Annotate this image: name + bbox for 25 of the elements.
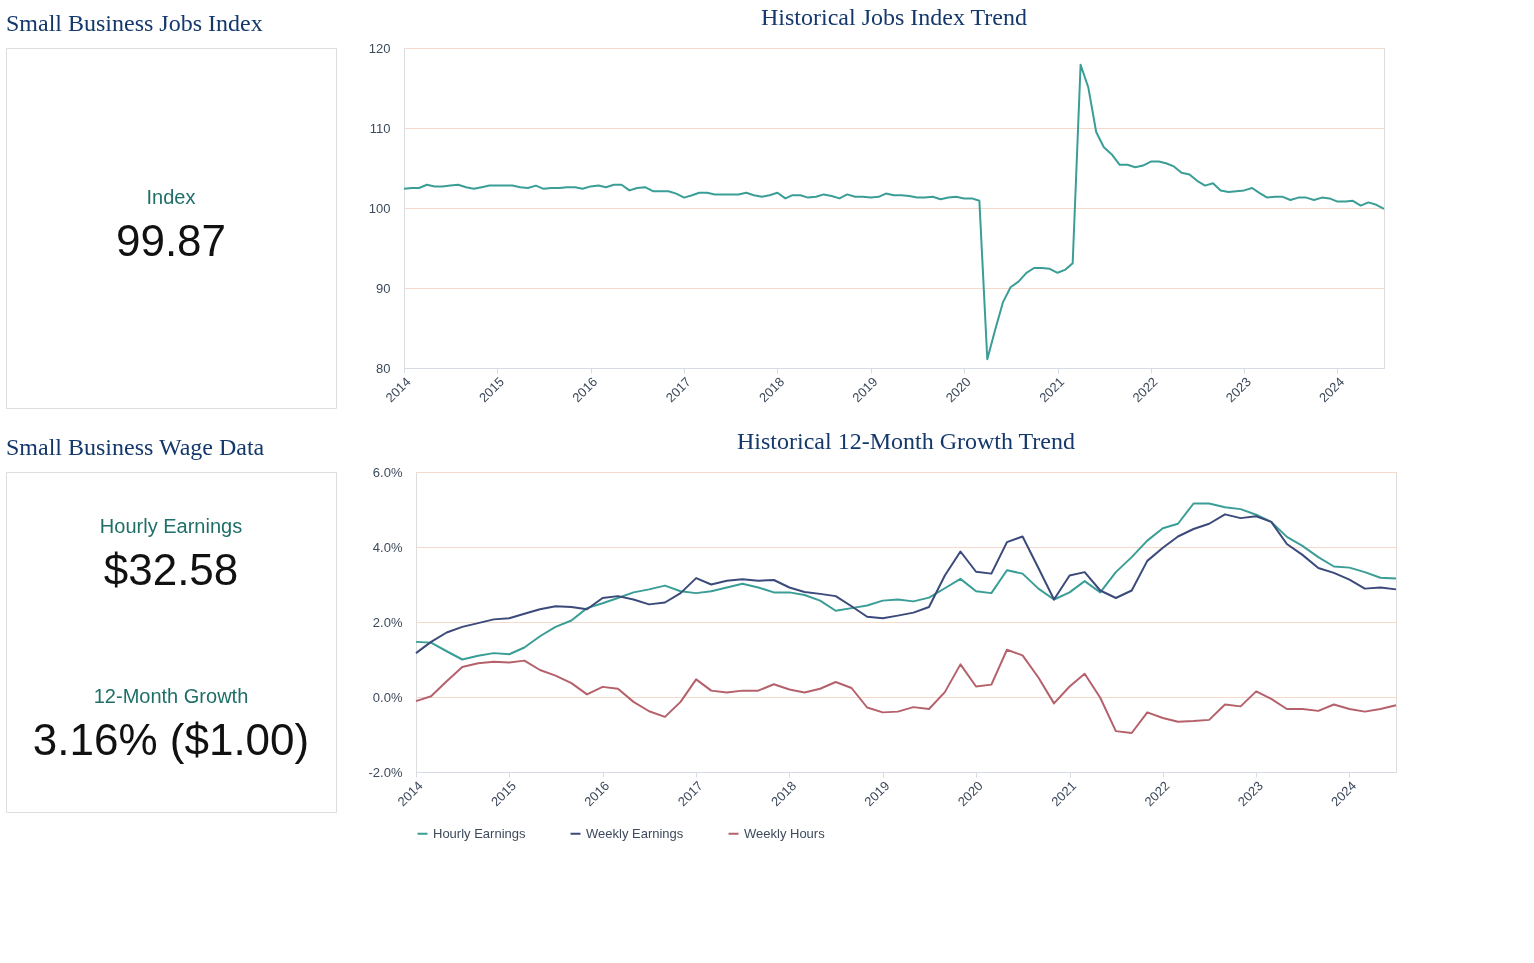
legend-label: Hourly Earnings <box>433 825 526 841</box>
y-tick-label: 100 <box>368 200 391 216</box>
chart-title: Historical 12-Month Growth Trend <box>737 428 1075 454</box>
text: Small Business Jobs Index <box>6 10 263 36</box>
y-tick-label: 90 <box>376 280 391 296</box>
y-tick-label: 120 <box>368 40 391 56</box>
legend-label: Weekly Hours <box>744 825 826 841</box>
chart-title: Historical Jobs Index Trend <box>761 4 1027 30</box>
y-tick-label: -2.0% <box>368 764 403 780</box>
y-tick-label: 80 <box>376 360 391 376</box>
text: Index <box>146 186 196 208</box>
y-tick-label: 6.0% <box>372 464 403 480</box>
text: Small Business Wage Data <box>6 434 265 460</box>
text: $32.58 <box>103 545 239 594</box>
y-tick-label: 2.0% <box>372 614 403 630</box>
text: 99.87 <box>115 216 227 265</box>
y-tick-label: 4.0% <box>372 539 403 555</box>
y-tick-label: 110 <box>369 120 391 136</box>
text: Hourly Earnings <box>99 515 243 537</box>
legend-label: Weekly Earnings <box>586 825 684 841</box>
line-series <box>415 648 1397 734</box>
y-tick-label: 0.0% <box>372 689 403 705</box>
text: 3.16% ($1.00) <box>32 715 310 764</box>
line-series <box>403 63 1385 361</box>
text: 12-Month Growth <box>93 685 249 707</box>
